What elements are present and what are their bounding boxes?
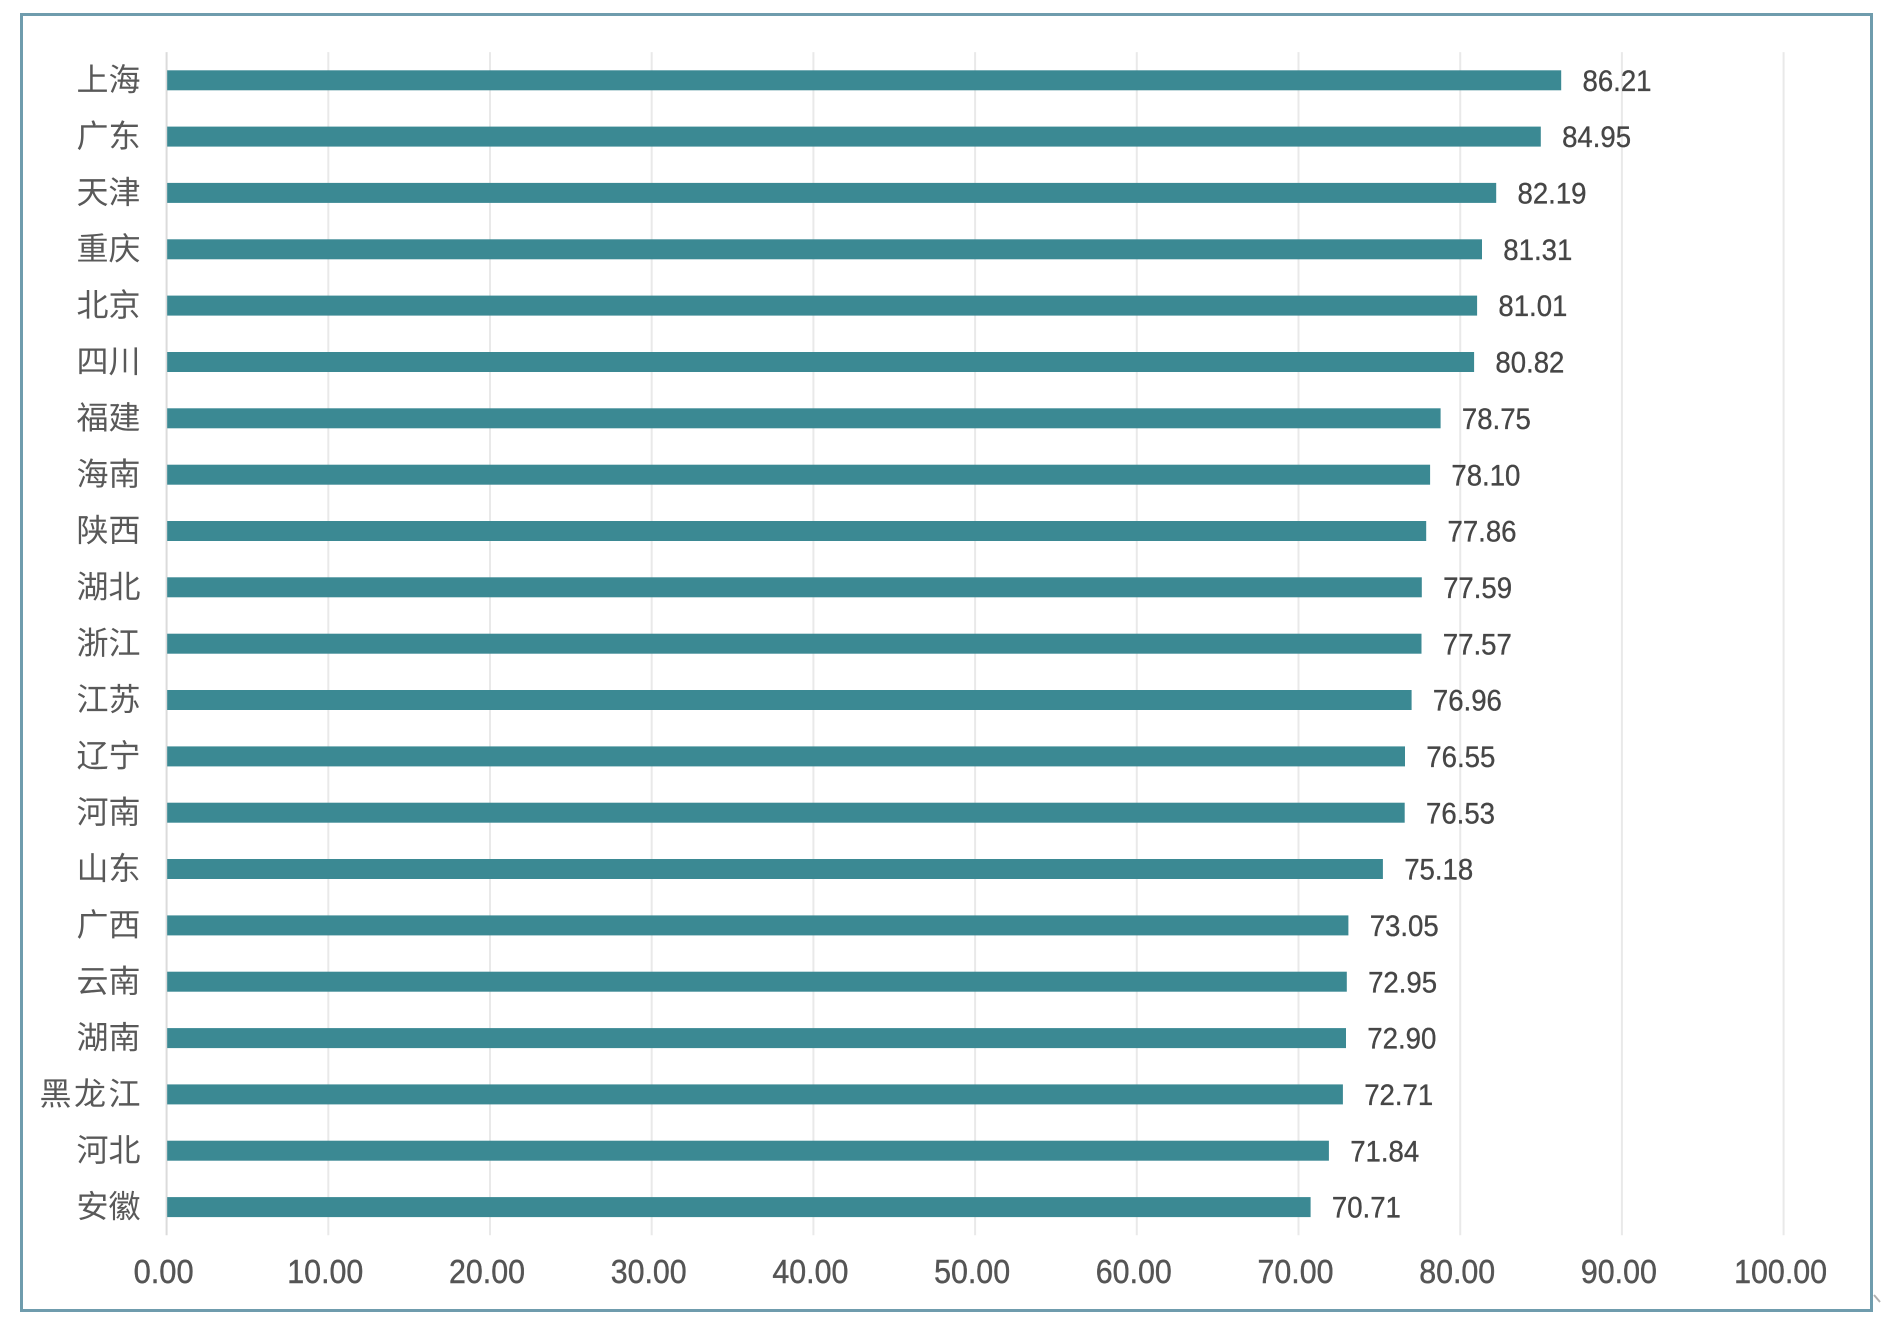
svg-text:76.55: 76.55	[1426, 741, 1495, 774]
svg-text:82.19: 82.19	[1518, 178, 1587, 211]
svg-text:77.57: 77.57	[1443, 628, 1512, 661]
svg-text:81.01: 81.01	[1498, 290, 1567, 323]
svg-text:80.00: 80.00	[1419, 1254, 1495, 1291]
svg-text:70.71: 70.71	[1332, 1192, 1401, 1225]
svg-text:50.00: 50.00	[934, 1254, 1010, 1291]
svg-text:90.00: 90.00	[1581, 1254, 1657, 1291]
svg-text:72.90: 72.90	[1367, 1023, 1436, 1056]
svg-text:76.53: 76.53	[1426, 797, 1495, 830]
svg-text:0.00: 0.00	[134, 1254, 194, 1291]
svg-text:10.00: 10.00	[287, 1254, 363, 1291]
svg-text:77.86: 77.86	[1448, 516, 1517, 549]
svg-text:77.59: 77.59	[1443, 572, 1512, 605]
svg-text:78.10: 78.10	[1451, 459, 1520, 492]
svg-text:30.00: 30.00	[611, 1254, 687, 1291]
svg-text:75.18: 75.18	[1404, 854, 1473, 887]
svg-text:72.71: 72.71	[1364, 1079, 1433, 1112]
svg-text:81.31: 81.31	[1503, 234, 1572, 267]
svg-text:20.00: 20.00	[449, 1254, 525, 1291]
svg-text:71.84: 71.84	[1350, 1135, 1419, 1168]
svg-text:76.96: 76.96	[1433, 685, 1502, 718]
svg-text:73.05: 73.05	[1370, 910, 1439, 943]
svg-text:86.21: 86.21	[1583, 65, 1652, 98]
svg-text:40.00: 40.00	[772, 1254, 848, 1291]
svg-text:100.00: 100.00	[1734, 1254, 1827, 1291]
svg-text:60.00: 60.00	[1096, 1254, 1172, 1291]
svg-text:70.00: 70.00	[1258, 1254, 1334, 1291]
svg-text:80.82: 80.82	[1495, 347, 1564, 380]
svg-text:84.95: 84.95	[1562, 121, 1631, 154]
svg-text:78.75: 78.75	[1462, 403, 1531, 436]
svg-text:72.95: 72.95	[1368, 966, 1437, 999]
